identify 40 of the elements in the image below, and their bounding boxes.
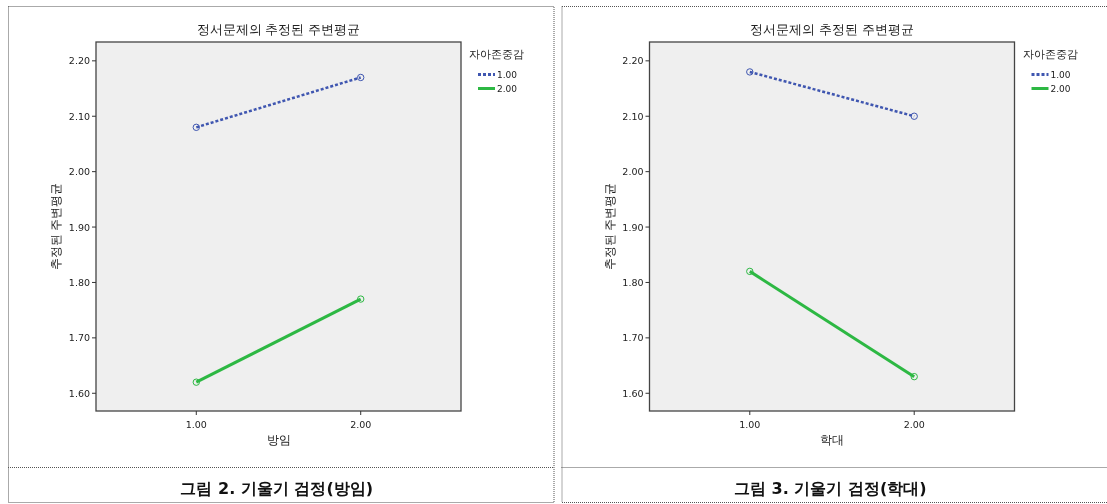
x-axis-title: 학대 bbox=[820, 433, 844, 447]
y-tick-label: 2.10 bbox=[622, 110, 644, 122]
point bbox=[357, 73, 365, 82]
y-tick-label: 1.80 bbox=[68, 276, 90, 288]
legend-label: 2.00 bbox=[497, 84, 518, 94]
y-axis-title: 추정된 주변평균 bbox=[49, 182, 63, 271]
y-axis-title: 추정된 주변평균 bbox=[602, 182, 617, 271]
x-tick-label: 2.00 bbox=[903, 419, 925, 430]
x-tick-label: 1.00 bbox=[739, 419, 761, 430]
y-tick-label: 1.60 bbox=[68, 387, 90, 399]
y-tick-label: 1.60 bbox=[622, 387, 644, 399]
y-tick-label: 1.70 bbox=[622, 332, 644, 344]
y-tick-label: 1.90 bbox=[68, 221, 90, 233]
y-tick-label: 2.20 bbox=[622, 55, 644, 67]
x-tick-label: 1.00 bbox=[185, 419, 207, 430]
point bbox=[910, 112, 918, 120]
y-tick-label: 1.90 bbox=[622, 221, 644, 233]
x-tick-label: 2.00 bbox=[350, 419, 372, 430]
point bbox=[192, 378, 200, 386]
x-axis-title: 방임 bbox=[266, 433, 291, 447]
y-tick-label: 2.10 bbox=[68, 110, 90, 122]
y-tick-label: 2.00 bbox=[68, 166, 90, 178]
legend-label: 1.00 bbox=[497, 70, 518, 80]
y-tick-label: 2.00 bbox=[622, 166, 644, 178]
y-tick-label: 1.80 bbox=[622, 276, 644, 288]
point bbox=[746, 68, 754, 76]
y-tick-label: 1.70 bbox=[68, 332, 90, 344]
chart-title: 정서문제의 추정된 주변평균 bbox=[750, 22, 914, 37]
y-tick-label: 2.20 bbox=[68, 55, 90, 67]
legend-label: 2.00 bbox=[1050, 84, 1071, 94]
legend-title: 자아존중감 bbox=[469, 48, 524, 60]
chart-title: 정서문제의 추정된 주변평균 bbox=[196, 22, 361, 37]
legend-title: 자아존중감 bbox=[1022, 48, 1078, 60]
caption: 그림 3. 기울기 검정(학대) bbox=[733, 479, 927, 498]
legend-label: 1.00 bbox=[1050, 70, 1071, 80]
point bbox=[357, 295, 365, 303]
point bbox=[910, 372, 918, 381]
point bbox=[746, 267, 754, 276]
caption: 그림 2. 기울기 검정(방임) bbox=[180, 479, 374, 498]
point bbox=[192, 123, 200, 132]
